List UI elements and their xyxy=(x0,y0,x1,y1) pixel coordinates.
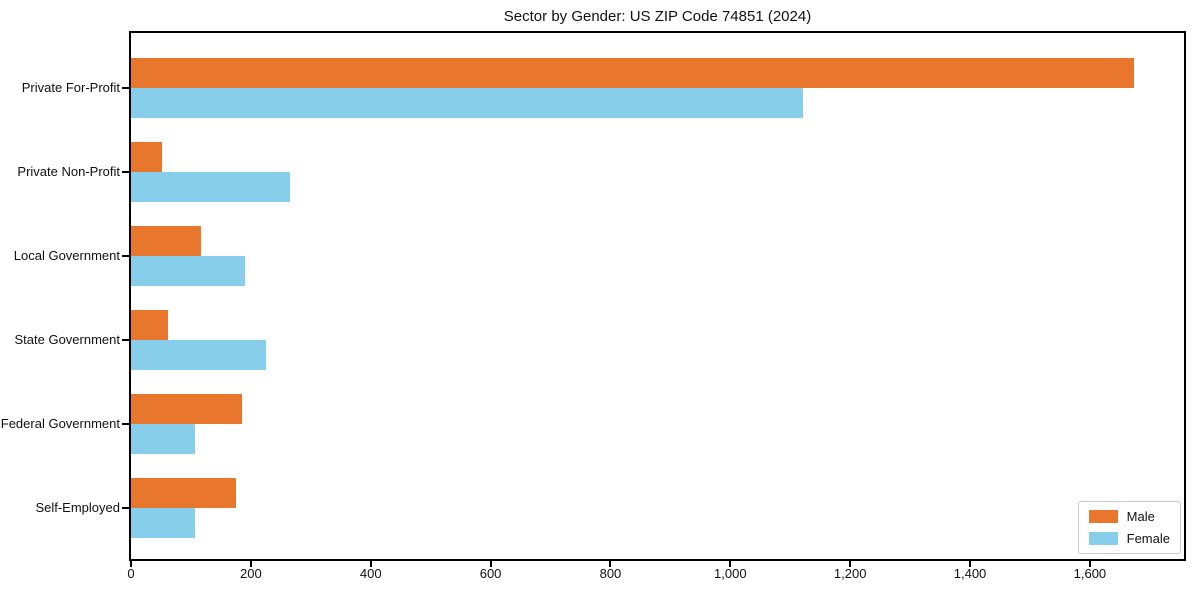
bar-female-self-employed xyxy=(131,508,195,538)
bar-male-self-employed xyxy=(131,478,236,508)
xtick-label-1000: 1,000 xyxy=(714,566,747,581)
xtick-label-200: 200 xyxy=(240,566,262,581)
xtick-label-1400: 1,400 xyxy=(953,566,987,581)
ytick-label-private-non-profit: Private Non-Profit xyxy=(17,164,120,179)
xtick-mark-800 xyxy=(609,561,612,567)
bar-female-private-non-profit xyxy=(131,172,290,202)
plot-area: Male Female xyxy=(129,31,1186,561)
ytick-label-state-government: State Government xyxy=(14,332,121,347)
ytick-mark-federal-government xyxy=(122,423,129,425)
ytick-label-private-for-profit: Private For-Profit xyxy=(21,80,120,95)
ytick-label-federal-government: Federal Government xyxy=(0,416,120,431)
bar-female-local-government xyxy=(131,256,245,286)
bar-female-private-for-profit xyxy=(131,88,803,118)
ytick-mark-state-government xyxy=(122,339,129,341)
xtick-mark-1000 xyxy=(729,561,732,567)
legend-swatch-female-icon xyxy=(1088,532,1118,545)
xtick-mark-400 xyxy=(369,561,372,567)
legend-label-male: Male xyxy=(1126,509,1155,524)
ytick-mark-self-employed xyxy=(122,507,129,509)
ytick-mark-private-non-profit xyxy=(122,171,129,173)
xtick-label-800: 800 xyxy=(599,566,622,581)
bar-female-federal-government xyxy=(131,424,195,454)
xtick-mark-1600 xyxy=(1088,561,1091,567)
bar-male-private-for-profit xyxy=(131,58,1134,88)
xtick-mark-0 xyxy=(130,561,132,567)
ytick-mark-private-for-profit xyxy=(122,87,129,89)
legend-swatch-male-icon xyxy=(1088,510,1118,523)
legend-label-female: Female xyxy=(1126,531,1170,546)
bar-male-federal-government xyxy=(131,394,242,424)
xtick-label-1200: 1,200 xyxy=(833,566,867,581)
bar-male-private-non-profit xyxy=(131,142,162,172)
xtick-mark-200 xyxy=(249,561,252,567)
xtick-mark-1200 xyxy=(849,561,852,567)
xtick-mark-600 xyxy=(489,561,492,567)
chart-title: Sector by Gender: US ZIP Code 74851 (202… xyxy=(503,8,812,25)
ytick-label-self-employed: Self-Employed xyxy=(35,500,120,515)
legend-item-female: Female xyxy=(1088,531,1170,546)
xtick-mark-1400 xyxy=(969,561,972,567)
bar-female-state-government xyxy=(131,340,266,370)
ytick-label-local-government: Local Government xyxy=(13,248,120,263)
legend: Male Female xyxy=(1077,501,1181,554)
ytick-mark-local-government xyxy=(122,255,129,257)
bar-male-local-government xyxy=(131,226,201,256)
xtick-label-400: 400 xyxy=(359,566,382,581)
legend-item-male: Male xyxy=(1088,509,1170,524)
xtick-label-1600: 1,600 xyxy=(1073,566,1107,581)
xtick-label-0: 0 xyxy=(127,566,135,581)
bar-male-state-government xyxy=(131,310,168,340)
xtick-label-600: 600 xyxy=(479,566,502,581)
